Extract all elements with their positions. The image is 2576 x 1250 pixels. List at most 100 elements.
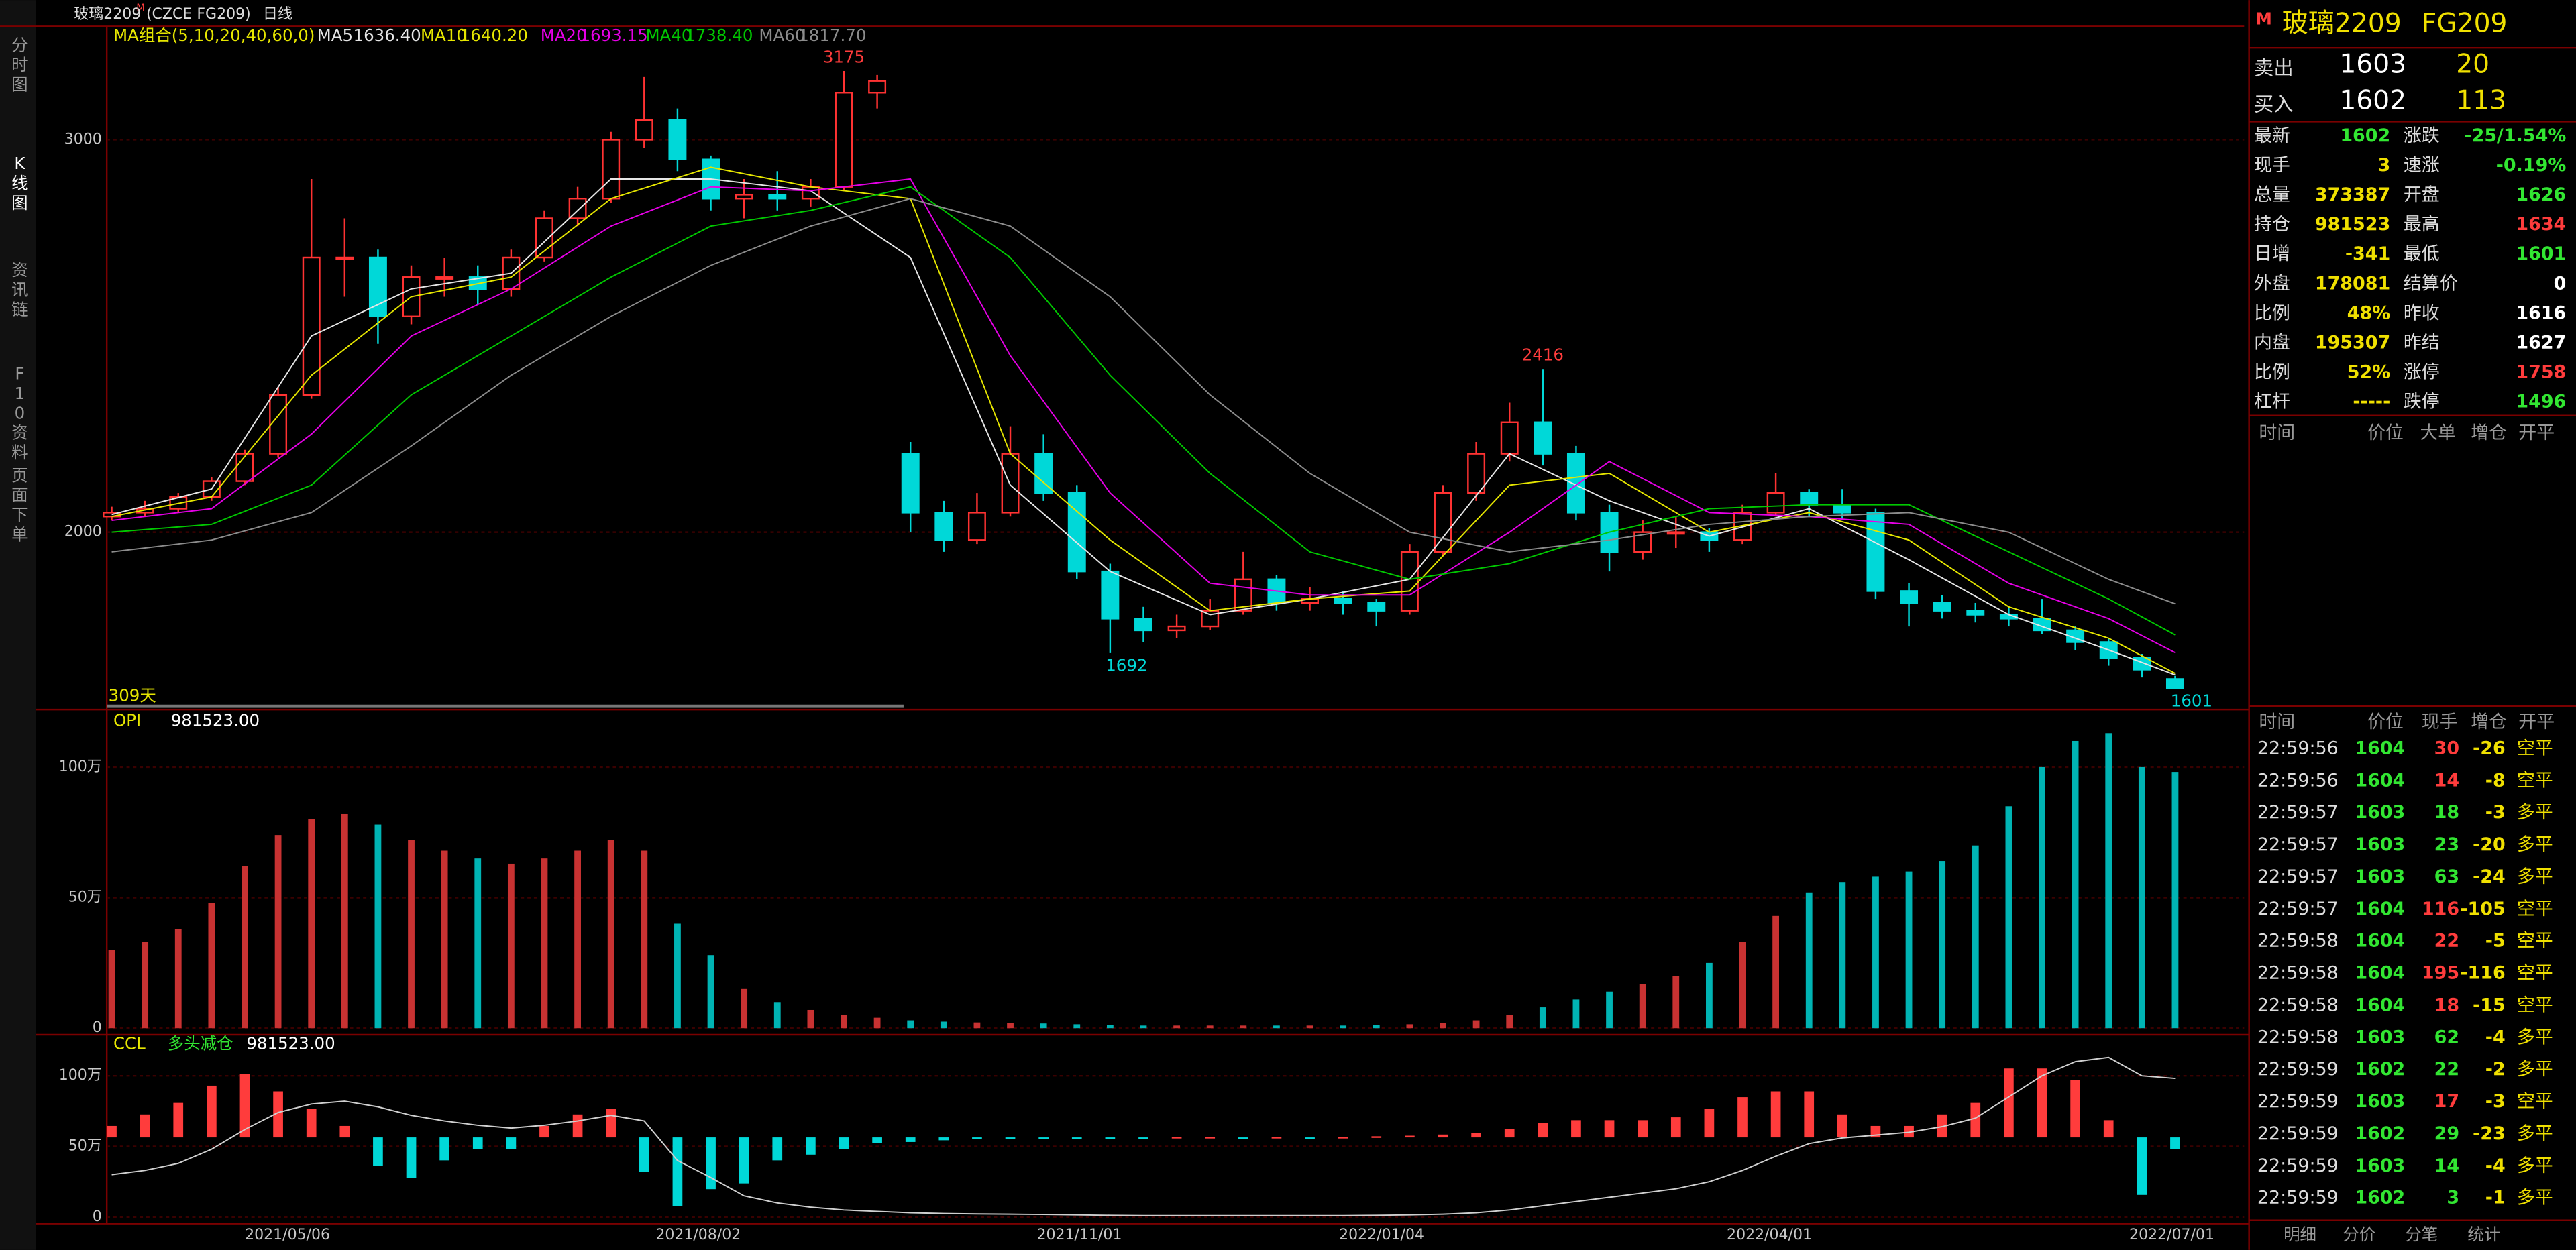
- ma-line: [111, 186, 2176, 636]
- column-header: 增仓: [2471, 422, 2507, 443]
- oi-bar: [1972, 845, 1979, 1029]
- sidebar-tab[interactable]: F 1 0 资料: [11, 364, 28, 463]
- oi-change-bar: [2037, 1068, 2047, 1138]
- y-tick-label: 50万: [68, 1138, 102, 1155]
- x-tick-label: 2022/04/01: [1727, 1227, 1812, 1243]
- ask-price: 1603: [2339, 50, 2406, 80]
- panel-name: CCL: [113, 1034, 146, 1054]
- oi-bar: [241, 866, 248, 1029]
- oi-bar: [841, 1015, 847, 1029]
- quote-label: 最高: [2404, 214, 2440, 235]
- oi-change-bar: [539, 1125, 549, 1138]
- candle-body: [1933, 602, 1951, 612]
- quote-label: 结算价: [2404, 273, 2458, 294]
- sidebar-tab[interactable]: 资讯链: [11, 260, 28, 319]
- oi-bar: [2072, 740, 2079, 1029]
- oi-change-bar: [207, 1085, 217, 1138]
- title-superscript: M: [136, 2, 145, 13]
- tick-price: 1603: [2355, 1091, 2405, 1112]
- tick-type: 多平: [2517, 1123, 2553, 1144]
- tick-time: 22:59:57: [2257, 802, 2339, 823]
- tick-price: 1604: [2355, 995, 2405, 1015]
- candle-body: [1400, 551, 1419, 612]
- quote-name: 玻璃2209: [2282, 8, 2402, 38]
- oi-bar: [474, 858, 482, 1029]
- legend-value: 1640.20: [460, 25, 528, 45]
- ask-label: 卖出: [2254, 57, 2294, 80]
- sidebar-tab[interactable]: 分时图: [11, 36, 28, 95]
- panel-value: 981523.00: [171, 710, 260, 730]
- tick-type: 多平: [2517, 1155, 2553, 1176]
- tick-oi-change: -4: [2485, 1155, 2506, 1176]
- candle-body: [934, 512, 953, 541]
- candle-body: [1833, 504, 1851, 514]
- x-tick-label: 2022/07/01: [2129, 1227, 2214, 1243]
- oi-change-bar: [972, 1137, 982, 1139]
- tick-type: 空平: [2517, 770, 2553, 791]
- bottom-tab[interactable]: 明细: [2284, 1225, 2316, 1244]
- oi-change-bar: [1837, 1114, 1847, 1138]
- oi-bar: [1073, 1024, 1081, 1029]
- candle-body: [967, 512, 986, 541]
- oi-change-bar: [373, 1137, 383, 1166]
- quote-label: 涨停: [2404, 362, 2440, 383]
- oi-bar: [2039, 766, 2045, 1029]
- oi-change-bar: [905, 1137, 916, 1142]
- oi-bar: [1539, 1007, 1546, 1029]
- oi-change-bar: [439, 1137, 449, 1161]
- oi-change-bar: [107, 1125, 117, 1138]
- oi-bar: [1306, 1025, 1313, 1029]
- tick-volume: 23: [2434, 834, 2459, 855]
- candle-body: [1201, 610, 1220, 628]
- candle-body: [602, 139, 621, 200]
- quote-label: 昨收: [2404, 302, 2440, 323]
- period-selector[interactable]: 日线: [263, 6, 292, 23]
- oi-change-bar: [706, 1137, 716, 1190]
- legend-name: MA60: [759, 25, 805, 45]
- sidebar-tab[interactable]: K 线图: [11, 154, 28, 213]
- oi-bar: [1572, 999, 1580, 1029]
- oi-change-bar: [572, 1114, 583, 1138]
- bottom-tab[interactable]: 分笔: [2405, 1225, 2438, 1244]
- tick-time: 22:59:57: [2257, 866, 2339, 887]
- oi-bar: [1506, 1015, 1513, 1029]
- oi-change-bar: [1937, 1114, 1947, 1138]
- sidebar-tab[interactable]: 页面下单: [11, 465, 28, 544]
- quote-label: 开盘: [2404, 184, 2440, 205]
- low-label: 1692: [1106, 655, 1147, 675]
- candle-body: [1067, 492, 1086, 573]
- quote-label: 外盘: [2254, 273, 2290, 294]
- column-header: 大单: [2420, 422, 2456, 443]
- sidebar: [0, 0, 36, 1250]
- y-tick-label: 0: [93, 1208, 102, 1225]
- candle-body: [269, 394, 288, 455]
- oi-bar: [341, 813, 348, 1029]
- bottom-tab[interactable]: 分价: [2343, 1225, 2375, 1244]
- tick-volume: 14: [2434, 1155, 2459, 1176]
- oi-change-bar: [1471, 1133, 1481, 1138]
- legend-name: MA10: [421, 25, 467, 45]
- candle-body: [2165, 678, 2184, 689]
- oi-bar: [274, 835, 282, 1029]
- oi-change-bar: [1205, 1137, 1216, 1139]
- quote-label: 跌停: [2404, 392, 2440, 412]
- candle-body: [1500, 421, 1519, 455]
- quote-label: 内盘: [2254, 333, 2290, 353]
- tick-price: 1603: [2355, 1155, 2405, 1176]
- tick-type: 空平: [2517, 1091, 2553, 1112]
- oi-change-bar: [1071, 1137, 1082, 1139]
- oi-bar: [574, 850, 581, 1029]
- tick-volume: 3: [2447, 1188, 2459, 1208]
- candle-body: [835, 92, 853, 188]
- candle-body: [1167, 625, 1186, 632]
- tick-volume: 62: [2434, 1027, 2459, 1047]
- oi-change-bar: [1538, 1123, 1548, 1138]
- oi-bar: [2171, 772, 2179, 1029]
- bottom-tab[interactable]: 统计: [2467, 1225, 2500, 1244]
- candle-body: [1334, 598, 1352, 604]
- quote-value: 3: [2378, 155, 2391, 176]
- oi-change-bar: [1238, 1137, 1248, 1139]
- column-header: 开平: [2518, 712, 2555, 732]
- oi-change-bar: [140, 1114, 150, 1138]
- panel-value: 981523.00: [246, 1034, 335, 1054]
